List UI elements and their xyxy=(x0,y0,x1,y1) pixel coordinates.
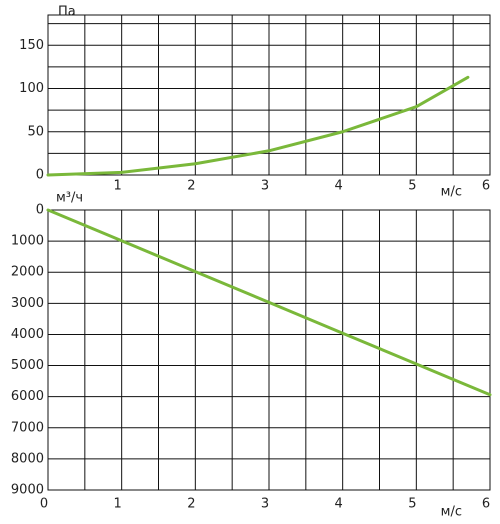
y-tick-label: 8000 xyxy=(11,451,44,466)
y-tick-label: 100 xyxy=(19,81,44,96)
x-tick-label: 6 xyxy=(482,497,490,512)
y-axis-label: м³/ч xyxy=(56,191,83,206)
y-tick-label: 0 xyxy=(36,203,44,218)
x-tick-label: 2 xyxy=(187,497,195,512)
x-tick-label: 3 xyxy=(261,497,269,512)
y-tick-label: 7000 xyxy=(11,420,44,435)
y-tick-label: 50 xyxy=(27,124,44,139)
y-tick-label: 9000 xyxy=(11,483,44,498)
y-tick-label: 150 xyxy=(19,38,44,53)
y-tick-label: 6000 xyxy=(11,389,44,404)
y-tick-label: 3000 xyxy=(11,296,44,311)
y-tick-label: 2000 xyxy=(11,265,44,280)
x-tick-label: 5 xyxy=(408,179,416,194)
y-tick-label: 1000 xyxy=(11,234,44,249)
x-tick-label: 1 xyxy=(114,497,122,512)
x-axis-label: м/с xyxy=(441,185,462,200)
y-tick-label: 4000 xyxy=(11,327,44,342)
x-tick-label: 5 xyxy=(408,497,416,512)
x-tick-label: 0 xyxy=(40,497,48,512)
data-line xyxy=(46,208,492,397)
data-line xyxy=(46,75,470,177)
x-tick-label: 6 xyxy=(482,179,490,194)
x-tick-label: 4 xyxy=(335,179,343,194)
x-tick-label: 4 xyxy=(335,497,343,512)
x-tick-label: 2 xyxy=(187,179,195,194)
x-tick-label: 1 xyxy=(114,179,122,194)
y-tick-label: 0 xyxy=(36,168,44,183)
y-tick-label: 5000 xyxy=(11,358,44,373)
x-tick-label: 3 xyxy=(261,179,269,194)
x-axis-label: м/с xyxy=(441,505,462,520)
y-axis-label: Па xyxy=(58,5,76,20)
